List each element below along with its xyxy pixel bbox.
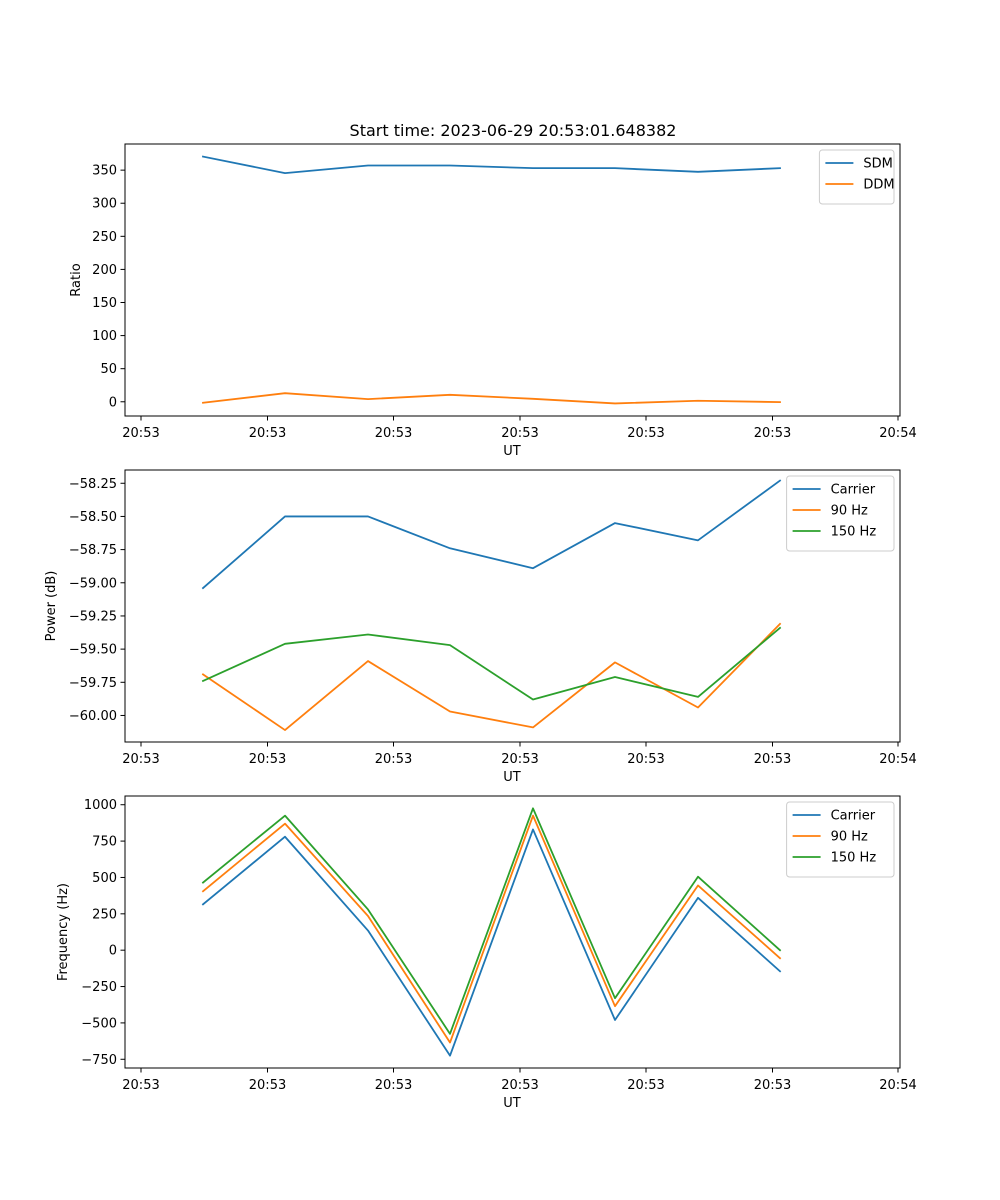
x-tick-label: 20:53 [501,752,538,767]
y-tick-label: 750 [92,835,117,850]
x-tick-label: 20:53 [122,426,159,441]
x-tick-label: 20:53 [249,1078,286,1093]
x-tick-label: 20:53 [122,1078,159,1093]
x-tick-label: 20:53 [122,752,159,767]
x-tick-label: 20:53 [627,752,664,767]
y-tick-label: −59.50 [69,643,117,658]
y-tick-label: −500 [81,1016,117,1031]
y-tick-label: 0 [109,395,117,410]
series-line-150-hz [201,807,782,1035]
y-axis-label: Ratio [69,263,84,296]
x-tick-label: 20:53 [249,752,286,767]
x-axis-label: UT [503,444,521,459]
legend-entry: Carrier [831,483,876,498]
axes-frame [124,795,901,1069]
y-tick-label: −58.25 [69,477,117,492]
y-tick-label: −59.00 [69,576,117,591]
y-tick-label: −750 [81,1053,117,1068]
legend-entry: 150 Hz [831,851,877,866]
series-line-90-hz [201,622,782,731]
x-tick-label: 20:53 [754,752,791,767]
x-axis-label: UT [503,770,521,785]
y-tick-label: −59.75 [69,676,117,691]
x-tick-label: 20:53 [375,426,412,441]
series-line-carrier [201,479,782,590]
y-axis-label: Frequency (Hz) [56,883,71,981]
y-tick-label: 250 [92,907,117,922]
series-line-carrier [201,828,782,1057]
legend-entry: Carrier [831,809,876,824]
legend-entry: DDM [863,178,894,193]
legend-entry: 90 Hz [831,504,868,519]
y-tick-label: 250 [92,230,117,245]
legend: SDM DDM [818,149,895,205]
x-tick-label: 20:53 [249,426,286,441]
x-tick-label: 20:53 [754,1078,791,1093]
y-tick-label: 100 [92,329,117,344]
y-tick-label: −59.25 [69,609,117,624]
x-axis-label: UT [503,1096,521,1111]
y-tick-label: 1000 [84,798,117,813]
subplot-1: 20:53 20:53 20:53 20:53 20:53 20:53 20:54 0 50 10… [69,143,917,459]
series-line-ddm [202,392,781,405]
legend-entry: 90 Hz [831,830,868,845]
legend: Carrier 90 Hz 150 Hz [786,475,895,552]
y-tick-label: −58.50 [69,510,117,525]
y-tick-label: 500 [92,871,117,886]
x-tick-label: 20:53 [375,1078,412,1093]
x-tick-label: 20:54 [879,426,916,441]
x-tick-label: 20:53 [754,426,791,441]
legend-box [786,475,895,552]
y-tick-label: 0 [109,944,117,959]
x-tick-label: 20:53 [627,1078,664,1093]
subplot-3: 20:53 20:53 20:53 20:53 20:53 20:53 20:54 −750 −… [56,795,917,1111]
legend-entry: 150 Hz [831,525,877,540]
y-tick-label: 150 [92,296,117,311]
y-tick-label: −250 [81,980,117,995]
legend: Carrier 90 Hz 150 Hz [786,801,895,878]
y-tick-label: 350 [92,164,117,179]
x-tick-label: 20:53 [501,426,538,441]
y-tick-label: −60.00 [69,709,117,724]
x-tick-label: 20:53 [375,752,412,767]
y-axis-label: Power (dB) [44,571,59,642]
series-line-sdm [201,155,781,175]
chart-title: Start time: 2023-06-29 20:53:01.648382 [350,121,677,140]
axes-frame [124,469,901,743]
y-tick-label: 50 [100,362,117,377]
x-tick-label: 20:53 [501,1078,538,1093]
x-tick-label: 20:53 [627,426,664,441]
legend-box [786,801,895,878]
legend-entry: SDM [863,157,892,172]
x-tick-label: 20:54 [879,752,916,767]
y-tick-label: −58.75 [69,543,117,558]
y-tick-label: 300 [92,197,117,212]
x-tick-label: 20:54 [879,1078,916,1093]
axes-frame [124,143,901,417]
y-tick-label: 200 [92,263,117,278]
series-line-150-hz [201,626,782,701]
subplot-2: 20:53 20:53 20:53 20:53 20:53 20:53 20:54 −60.0… [44,469,917,785]
series-line-90-hz [201,814,782,1044]
